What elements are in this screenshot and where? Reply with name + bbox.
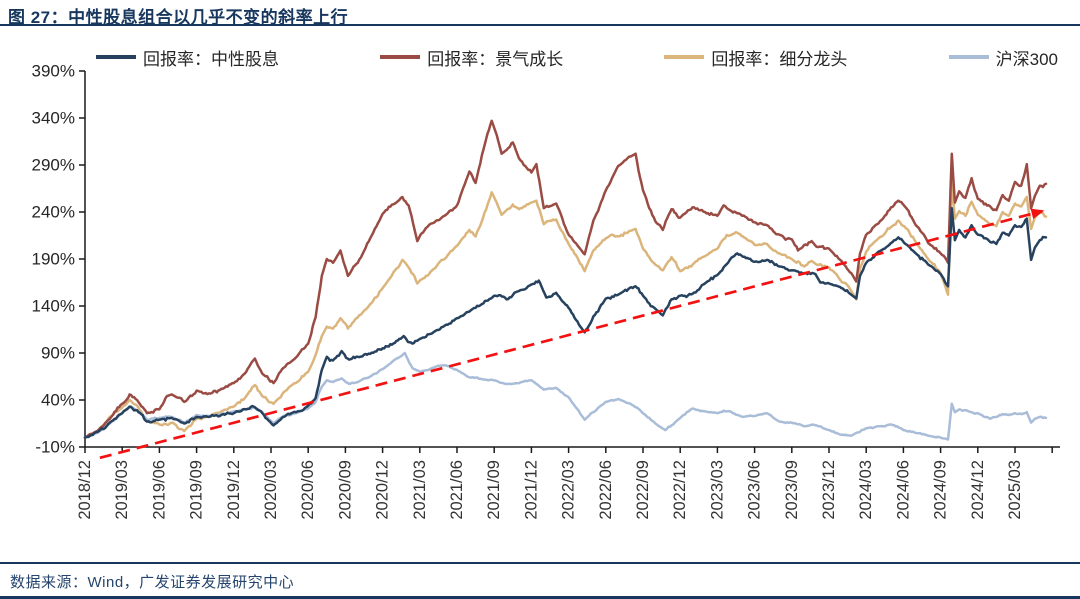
svg-text:-10%: -10% [35,438,75,457]
svg-text:2024/09: 2024/09 [932,460,950,520]
svg-text:2022/03: 2022/03 [560,460,578,520]
svg-text:2021/12: 2021/12 [522,460,540,520]
svg-text:2020/03: 2020/03 [262,460,280,520]
svg-text:240%: 240% [32,203,75,222]
legend-item-csi300: 沪深300 [948,45,1058,70]
svg-text:2023/12: 2023/12 [820,460,838,520]
title-divider [0,24,1080,26]
svg-text:90%: 90% [41,344,75,363]
bottom-border [0,596,1080,599]
svg-text:2023/09: 2023/09 [783,460,801,520]
svg-text:2019/12: 2019/12 [225,460,243,520]
line-chart: 390% 340% 290% 240% 190% 140% 90% 40% -10%2018/1… [32,62,1060,520]
legend-line-swatch-navy [96,55,136,59]
legend-line-swatch-gray [948,55,989,59]
legend-label: 回报率：细分龙头 [711,49,848,69]
legend-label: 沪深300 [995,49,1058,69]
svg-text:2019/03: 2019/03 [113,460,131,520]
svg-text:2020/12: 2020/12 [374,460,392,520]
svg-text:2024/06: 2024/06 [894,460,912,520]
svg-text:2024/12: 2024/12 [969,460,987,520]
svg-text:2021/06: 2021/06 [448,460,466,520]
chart-legend: 回报率：中性股息 回报率：景气成长 回报率：细分龙头 沪深300 [96,44,1058,70]
footer-divider [0,562,1080,564]
data-source-note: 数据来源：Wind，广发证券发展研究中心 [10,574,295,591]
svg-text:2025/03: 2025/03 [1006,460,1024,520]
svg-text:140%: 140% [32,297,75,316]
legend-item-neutral-dividend: 回报率：中性股息 [96,45,279,70]
svg-text:340%: 340% [32,109,75,128]
svg-text:2019/06: 2019/06 [150,460,168,520]
legend-item-segment-leaders: 回报率：细分龙头 [664,45,847,70]
svg-text:2022/09: 2022/09 [634,460,652,520]
svg-text:2021/09: 2021/09 [485,460,503,520]
legend-label: 回报率：中性股息 [143,49,279,69]
svg-text:2023/03: 2023/03 [708,460,726,520]
svg-text:2018/12: 2018/12 [76,460,94,520]
legend-line-swatch-maroon [380,55,421,59]
svg-text:2020/06: 2020/06 [299,460,317,520]
figure-title: 图 27：中性股息组合以几乎不变的斜率上行 [8,8,349,27]
svg-text:2022/06: 2022/06 [597,460,615,520]
svg-text:2020/09: 2020/09 [336,460,354,520]
svg-text:2022/12: 2022/12 [671,460,689,520]
svg-text:2024/03: 2024/03 [857,460,875,520]
svg-text:2019/09: 2019/09 [188,460,206,520]
svg-text:2021/03: 2021/03 [411,460,429,520]
svg-text:2023/06: 2023/06 [746,460,764,520]
legend-line-swatch-tan [664,55,705,59]
legend-item-boom-growth: 回报率：景气成长 [380,45,563,70]
svg-text:190%: 190% [32,250,75,269]
svg-text:290%: 290% [32,156,75,175]
svg-text:40%: 40% [41,391,75,410]
svg-text:390%: 390% [32,62,75,81]
legend-label: 回报率：景气成长 [427,49,564,69]
